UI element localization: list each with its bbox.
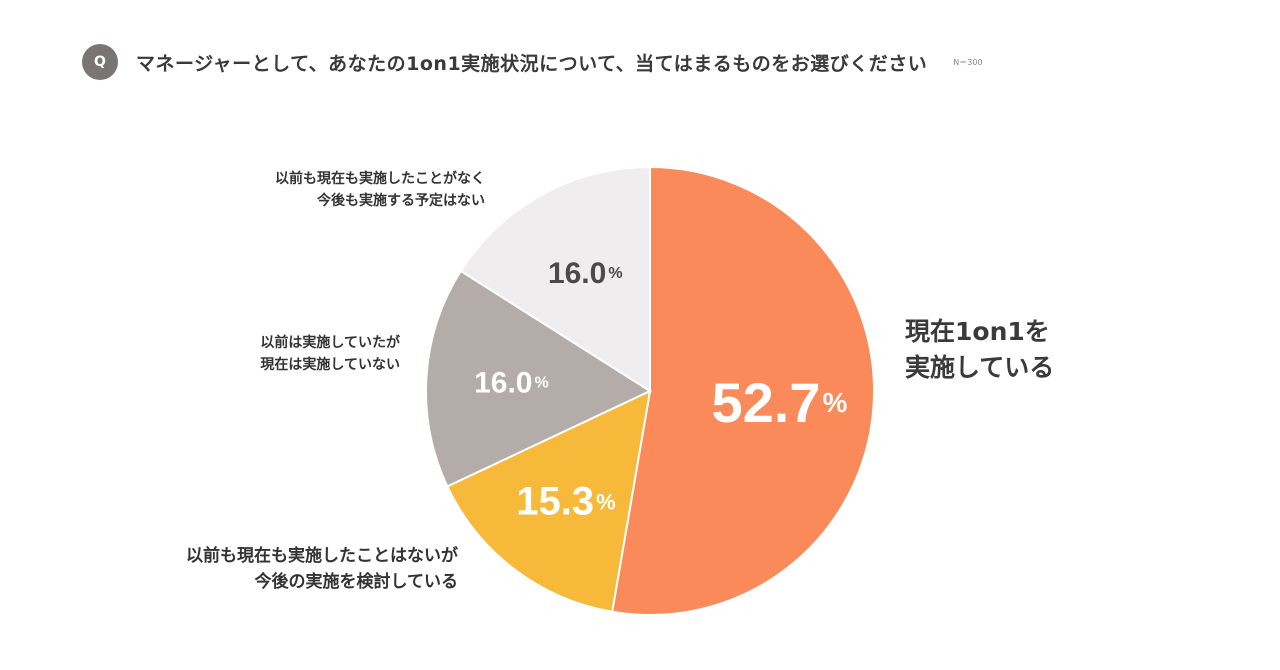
slice-category-label-1: 現在1on1を実施している xyxy=(905,317,1054,382)
slice-value-number: 15.3 xyxy=(516,480,594,524)
slice-category-label-2: 以前も現在も実施したことはないが今後の実施を検討している xyxy=(186,545,458,592)
slice-value-unit: % xyxy=(534,374,548,391)
category-label-line: 以前は実施していたが xyxy=(260,334,401,351)
category-label-line: 現在1on1を xyxy=(905,317,1050,346)
slice-value-label-4: 16.0% xyxy=(548,257,623,290)
slice-category-label-4: 以前も現在も実施したことがなく今後も実施する予定はない xyxy=(275,170,485,209)
pie-category-labels: 現在1on1を実施している以前も現在も実施したことはないが今後の実施を検討してい… xyxy=(186,170,1054,592)
slice-value-label-2: 15.3% xyxy=(516,480,615,524)
pie-slice-3 xyxy=(425,269,653,488)
category-label-line: 現在は実施していない xyxy=(260,356,400,373)
slice-value-label-3: 16.0% xyxy=(474,366,549,399)
category-label-line: 今後も実施する予定はない xyxy=(316,192,485,209)
question-badge: Q xyxy=(82,44,118,80)
slice-value-number: 16.0 xyxy=(474,366,532,399)
pie-slices xyxy=(425,165,875,616)
pie-slice-1 xyxy=(611,165,875,616)
question-text: マネージャーとして、あなたの1on1実施状況について、当てはまるものをお選びくだ… xyxy=(136,52,928,75)
category-label-line: 今後の実施を検討している xyxy=(255,571,459,592)
slice-value-unit: % xyxy=(596,489,616,514)
slice-category-label-3: 以前は実施していたが現在は実施していない xyxy=(260,334,401,373)
pie-value-labels: 52.7%15.3%16.0 %16.0% xyxy=(474,257,847,524)
pie-slice-2 xyxy=(445,389,652,613)
slice-value-number: 16.0 xyxy=(548,257,606,290)
sample-size: N＝300 xyxy=(953,57,983,67)
slice-value-unit: % xyxy=(608,265,622,282)
category-label-line: 以前も現在も実施したことはないが xyxy=(186,545,458,566)
category-label-line: 実施している xyxy=(905,353,1054,382)
slice-value-number: 52.7 xyxy=(711,371,820,434)
pie-slice-4 xyxy=(459,165,651,393)
question-header: Q マネージャーとして、あなたの1on1実施状況について、当てはまるものをお選び… xyxy=(82,44,983,80)
slice-value-label-1: 52.7% xyxy=(711,371,847,434)
category-label-line: 以前も現在も実施したことがなく xyxy=(275,170,485,187)
slice-value-unit: % xyxy=(822,387,847,418)
